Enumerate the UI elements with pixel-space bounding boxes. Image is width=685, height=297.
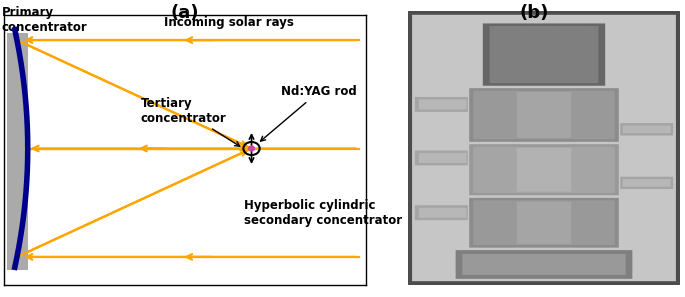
Text: Hyperbolic cylindric
secondary concentrator: Hyperbolic cylindric secondary concentra…: [244, 199, 402, 227]
Text: Primary
concentrator: Primary concentrator: [2, 6, 88, 34]
Text: (b): (b): [520, 4, 549, 23]
Text: Tertiary
concentrator: Tertiary concentrator: [140, 97, 240, 146]
Text: (a): (a): [171, 4, 199, 23]
Text: Nd:YAG rod: Nd:YAG rod: [260, 85, 357, 141]
Text: Incoming solar rays: Incoming solar rays: [164, 16, 295, 29]
Bar: [8, 33, 27, 270]
Circle shape: [249, 146, 255, 151]
